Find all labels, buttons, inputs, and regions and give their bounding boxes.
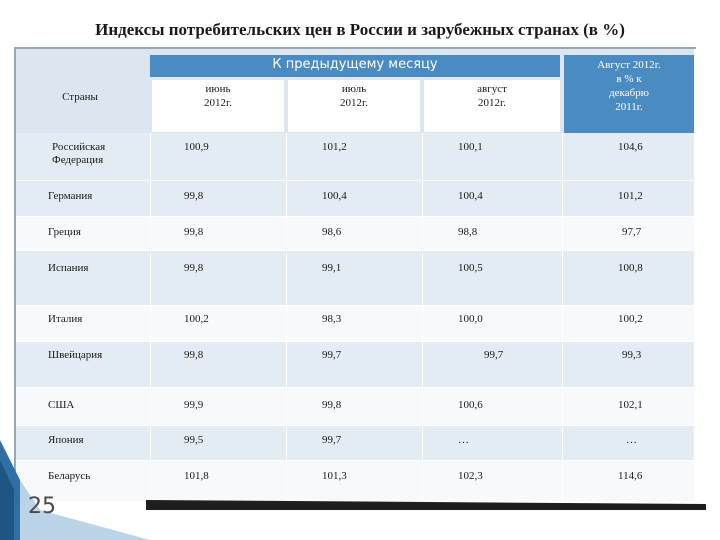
header-july-line2: 2012г.	[339, 97, 369, 109]
header-july: июль 2012г.	[288, 82, 420, 110]
june-value: 99,8	[184, 226, 204, 238]
june-value: 99,8	[184, 349, 204, 361]
table-row	[16, 426, 694, 460]
country-cell: Швейцария	[48, 349, 103, 361]
august-value: 102,3	[458, 470, 483, 482]
june-value: 99,5	[184, 434, 204, 446]
header-august-line1: август	[477, 83, 507, 95]
june-value: 99,8	[184, 190, 204, 202]
augdec-value: 97,7	[622, 226, 642, 238]
july-value: 98,3	[322, 313, 342, 325]
header-augdec-line2: в % к	[616, 73, 642, 85]
table-row	[16, 217, 694, 250]
table-row	[16, 461, 694, 501]
header-august-line2: 2012г.	[477, 97, 507, 109]
header-group-label: К предыдущему месяцу	[272, 57, 438, 72]
july-value: 99,7	[322, 434, 342, 446]
augdec-value: 104,6	[618, 141, 643, 153]
june-value: 100,9	[184, 141, 209, 153]
header-group-band	[150, 55, 560, 77]
header-countries: Страны	[62, 91, 98, 103]
august-value: 99,7	[484, 349, 504, 361]
july-value: 100,4	[322, 190, 347, 202]
june-value: 99,9	[184, 399, 204, 411]
header-june-cell	[152, 80, 284, 132]
column-divider	[562, 133, 563, 501]
country-cell: США	[48, 399, 75, 411]
header-june: июнь 2012г.	[152, 82, 284, 110]
augdec-value: 100,8	[618, 262, 643, 274]
country-cell: Япония	[48, 434, 84, 446]
header-june-line1: июнь	[205, 83, 231, 95]
header-july-cell	[288, 80, 420, 132]
column-divider	[150, 133, 151, 501]
july-value: 99,8	[322, 399, 342, 411]
header-july-line1: июль	[341, 83, 367, 95]
table-row	[16, 306, 694, 341]
augdec-value: 114,6	[618, 470, 643, 482]
header-augdec-line4: 2011г.	[615, 101, 643, 113]
june-value: 99,8	[184, 262, 204, 274]
page-title: Индексы потребительских цен в России и з…	[95, 20, 625, 39]
table-row	[16, 342, 694, 387]
august-value: …	[458, 434, 469, 446]
country-cell: Российская Федерация	[52, 141, 105, 167]
july-value: 99,7	[322, 349, 342, 361]
june-value: 100,2	[184, 313, 209, 325]
bottom-accent-bar	[146, 500, 706, 510]
column-divider	[422, 133, 423, 501]
header-augdec-line1: Август 2012г.	[597, 59, 661, 71]
august-value: 98,8	[458, 226, 478, 238]
august-value: 100,6	[458, 399, 483, 411]
july-value: 98,6	[322, 226, 342, 238]
augdec-value: 102,1	[618, 399, 643, 411]
header-augdec-line3: декабрю	[609, 87, 649, 99]
table-frame	[14, 47, 696, 507]
augdec-value: …	[626, 434, 637, 446]
table-row	[16, 388, 694, 425]
header-june-line2: 2012г.	[203, 97, 233, 109]
table-row	[16, 251, 694, 305]
country-label-line2: Федерация	[52, 154, 104, 166]
country-label-line1: Российская	[52, 141, 106, 153]
page-number: 25	[28, 494, 56, 519]
country-cell: Испания	[48, 262, 89, 274]
august-value: 100,4	[458, 190, 483, 202]
table-row	[16, 181, 694, 216]
july-value: 101,3	[322, 470, 347, 482]
augdec-value: 100,2	[618, 313, 643, 325]
header-augdec: Август 2012г. в % к декабрю 2011г.	[564, 58, 694, 114]
country-cell: Италия	[48, 313, 83, 325]
august-value: 100,5	[458, 262, 483, 274]
column-divider	[286, 133, 287, 501]
corner-decoration	[0, 440, 150, 540]
augdec-value: 101,2	[618, 190, 643, 202]
june-value: 101,8	[184, 470, 209, 482]
august-value: 100,1	[458, 141, 483, 153]
header-august: август 2012г.	[424, 82, 560, 110]
country-cell: Беларусь	[48, 470, 91, 482]
augdec-value: 99,3	[622, 349, 642, 361]
country-cell: Германия	[48, 190, 93, 202]
july-value: 101,2	[322, 141, 347, 153]
country-cell: Греция	[48, 226, 81, 238]
table-row	[16, 133, 694, 180]
august-value: 100,0	[458, 313, 483, 325]
july-value: 99,1	[322, 262, 342, 274]
header-augdec-cell	[564, 55, 694, 133]
header-august-cell	[424, 80, 560, 132]
